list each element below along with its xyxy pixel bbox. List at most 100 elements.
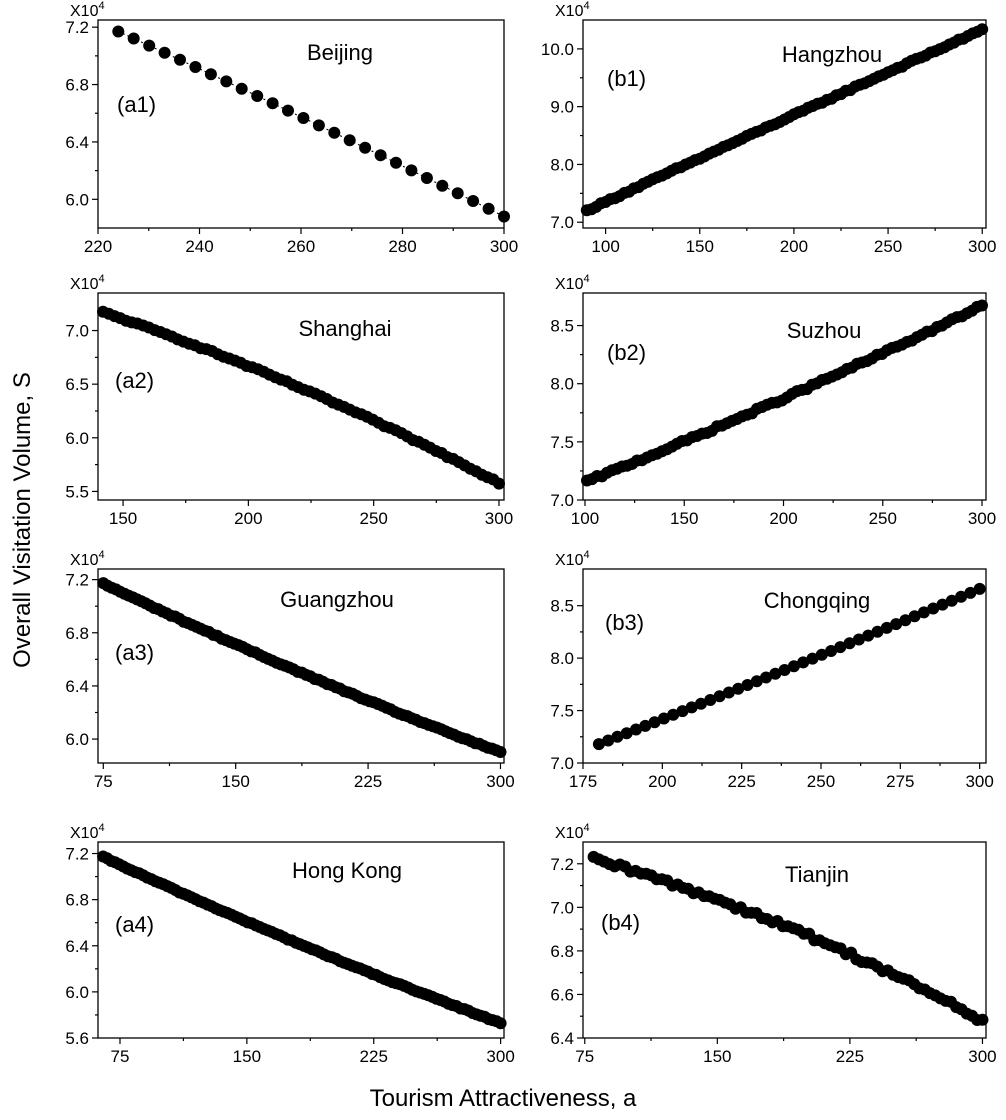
data-point [976, 23, 989, 36]
data-point [695, 697, 707, 710]
panel-a3: 75 150 225 300 6.0 6.4 6.8 7.2 X104 Guangzhou (a3) [65, 549, 514, 791]
x-tick-label: 300 [485, 509, 513, 528]
x-tick-label: 150 [703, 1047, 731, 1066]
y-tick-label: 6.8 [550, 942, 574, 961]
data-point [112, 25, 125, 38]
plot-frame [582, 568, 987, 764]
data-point [927, 602, 940, 615]
panel-title: Hong Kong [292, 858, 402, 883]
data-point [648, 716, 661, 729]
data-point [936, 598, 949, 611]
y-tick-label: 6.8 [65, 76, 89, 95]
panel-label: (a4) [115, 912, 154, 937]
panel-title: Suzhou [787, 318, 862, 343]
x-tick-label: 200 [780, 237, 808, 256]
y-multiplier: X104 [70, 273, 105, 293]
data-point [862, 629, 875, 642]
data-point [769, 667, 782, 680]
data-point [890, 618, 903, 631]
x-tick-label: 150 [670, 509, 698, 528]
data-point [899, 614, 912, 627]
panel-label: (a1) [117, 92, 156, 117]
y-tick-label: 7.2 [65, 571, 89, 590]
x-tick-label: 300 [486, 772, 514, 791]
data-point [312, 119, 325, 132]
x-tick-label: 250 [807, 772, 835, 791]
data-point [235, 82, 248, 95]
y-tick-label: 7.2 [65, 845, 89, 864]
data-point [359, 141, 372, 154]
data-point [127, 32, 140, 45]
y-tick-label: 10.0 [541, 40, 574, 59]
panel-grid: 220 240 260 280 3006.06.46.87.2X104Beijing(a… [65, 0, 996, 1066]
y-multiplier-exponent: 4 [583, 0, 589, 12]
x-tick-label: 225 [360, 1047, 388, 1066]
y-tick-label: 8.0 [550, 375, 574, 394]
x-tick-label: 100 [591, 237, 619, 256]
panel-b4: 75 150 225 300 6.4 6.6 6.8 7.0 7.2 X104 Tianjin (b4… [550, 822, 996, 1066]
data-point [420, 172, 433, 184]
y-tick-label: 6.4 [550, 1029, 574, 1048]
y-multiplier-exponent: 4 [583, 273, 589, 285]
panel-label: (b3) [605, 610, 644, 635]
panel-title: Beijing [307, 40, 373, 65]
plot-frame [97, 841, 505, 1039]
panel-title: Chongqing [764, 588, 870, 613]
data-point [732, 682, 745, 695]
x-tick-label: 225 [727, 772, 755, 791]
data-point [143, 39, 156, 52]
data-point [871, 625, 884, 638]
data-point [964, 586, 977, 599]
x-tick-label: 75 [94, 772, 113, 791]
y-multiplier-exponent: 4 [583, 822, 589, 834]
x-tick-label: 200 [769, 509, 797, 528]
data-point [204, 68, 217, 81]
x-tick-label: 150 [233, 1047, 261, 1066]
y-tick-label: 7.0 [550, 213, 574, 232]
x-tick-label: 75 [575, 1047, 594, 1066]
data-point [778, 664, 791, 676]
data-point [451, 187, 464, 200]
data-point [482, 202, 495, 215]
y-multiplier: X104 [555, 273, 590, 293]
panel-title: Hangzhou [782, 42, 882, 67]
x-tick-label: 300 [968, 237, 996, 256]
x-tick-label: 220 [84, 237, 112, 256]
x-tick-label: 300 [486, 1047, 514, 1066]
data-point [620, 727, 633, 740]
data-point [328, 126, 341, 139]
data-point [955, 590, 968, 603]
plot-frame [582, 292, 987, 501]
y-tick-label: 6.8 [65, 891, 89, 910]
y-multiplier: X104 [70, 549, 105, 569]
data-point [220, 75, 233, 88]
data-point [602, 734, 615, 747]
data-point [630, 723, 642, 736]
y-tick-label: 5.5 [65, 482, 89, 501]
data-point [787, 660, 800, 673]
plot-frame [582, 841, 987, 1039]
y-tick-label: 8.0 [550, 155, 574, 174]
x-tick-label: 280 [388, 237, 416, 256]
data-point [266, 97, 279, 110]
y-tick-label: 9.0 [550, 98, 574, 117]
y-multiplier: X104 [555, 822, 590, 842]
x-tick-label: 225 [354, 772, 382, 791]
panel-a2: 150 200 250 300 5.5 6.0 6.5 7.0 X104 Shanghai (a2) [65, 273, 513, 528]
data-point [685, 701, 698, 714]
y-tick-label: 5.6 [65, 1029, 89, 1048]
y-multiplier-exponent: 4 [98, 0, 104, 12]
data-point [390, 156, 402, 169]
panel-title: Shanghai [299, 316, 392, 341]
data-point [639, 719, 652, 732]
data-point [713, 690, 726, 703]
data-point [722, 686, 735, 699]
panel-label: (b4) [601, 910, 640, 935]
x-tick-label: 150 [109, 509, 137, 528]
y-tick-label: 7.5 [550, 433, 574, 452]
x-tick-label: 200 [648, 772, 676, 791]
panel-b2: 100 150 200 250 300 7.0 7.5 8.0 8.5 X104 Suzhou (b2… [550, 273, 996, 528]
panel-b3: 175 200 225 250 275 300 7.0 7.5 8.0 8.5 X104 Chongq… [550, 549, 993, 791]
data-point [297, 112, 310, 124]
